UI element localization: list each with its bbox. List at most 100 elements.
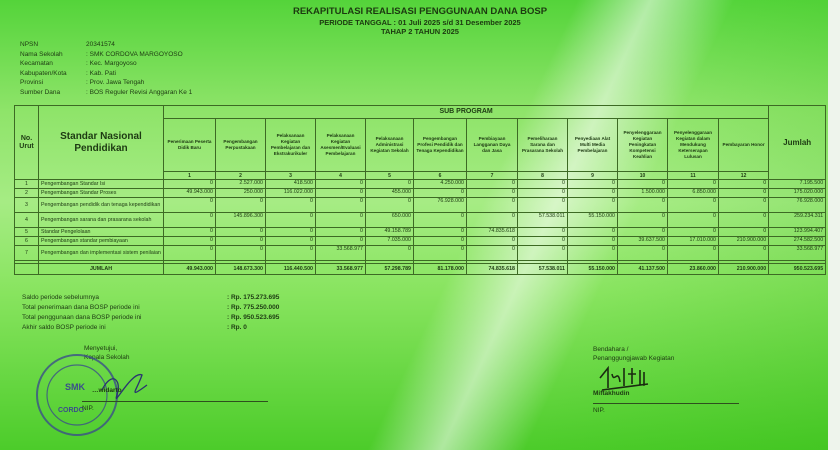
column-number: 4 — [315, 171, 366, 180]
column-group-sub-program: SUB PROGRAM — [162, 105, 770, 119]
cell-value: 17.010.000 — [667, 236, 719, 246]
cell-value: 0 — [717, 179, 770, 189]
row-standard-name: Standar Pengelolaan — [38, 227, 164, 237]
column-total: 57.298.789 — [365, 263, 414, 275]
cell-value: 0 — [163, 197, 216, 213]
svg-text:SMK: SMK — [65, 382, 86, 392]
cell-value: 116.022.000 — [265, 188, 316, 198]
approval-role: Kepala Sekolah — [84, 353, 130, 361]
info-label: Kecamatan — [20, 60, 53, 68]
cell-value: 0 — [667, 197, 719, 213]
cell-value: 0 — [413, 227, 467, 237]
cell-value: 33.568.977 — [315, 245, 366, 261]
summary-label: Saldo periode sebelumnya — [22, 294, 99, 301]
cell-value: 0 — [667, 179, 719, 189]
row-total: 123.994.407 — [768, 227, 827, 237]
info-label: Nama Sekolah — [20, 50, 63, 58]
column-number: 11 — [667, 171, 719, 180]
column-header: Pelaksanaan Administrasi Kegiatan Sekola… — [365, 118, 414, 172]
cell-value: 0 — [315, 179, 366, 189]
column-header: Pengembangan Profesi Pendidik dan Tenaga… — [413, 118, 467, 172]
school-info: NPSN 20341574 Nama Sekolah: SMK CORDOVA M… — [20, 40, 192, 98]
cell-value: 0 — [617, 197, 668, 213]
cell-value: 0 — [215, 197, 266, 213]
cell-value: 0 — [413, 188, 467, 198]
column-number: 3 — [265, 171, 316, 180]
column-number: 9 — [567, 171, 618, 180]
report-title: REKAPITULASI REALISASI PENGGUNAAN DANA B… — [292, 6, 548, 17]
cell-value: 0 — [717, 227, 770, 237]
row-number: 6 — [14, 236, 39, 246]
info-label: Kabupaten/Kota — [20, 69, 67, 77]
row-number: 1 — [14, 179, 39, 189]
column-total: 74.835.618 — [466, 263, 518, 275]
summary-value: : Rp. 775.250.000 — [227, 304, 280, 311]
cell-value: 0 — [365, 197, 414, 213]
row-total: 175.020.000 — [768, 188, 827, 198]
column-total: 41.137.500 — [617, 263, 668, 275]
row-standard-name: Pengembangan sarana dan prasarana sekola… — [38, 212, 164, 228]
cell-value: 0 — [215, 236, 266, 246]
cell-value: 0 — [365, 179, 414, 189]
column-header-jumlah: Jumlah — [768, 105, 827, 180]
table-row: 7 Pengembangan dan implementasi sistem pe… — [14, 245, 827, 261]
column-number: 7 — [466, 171, 518, 180]
info-value: : BOS Reguler Revisi Anggaran Ke 1 — [86, 88, 193, 96]
report-period: PERIODE TANGGAL : 01 Juli 2025 s/d 31 De… — [319, 18, 521, 27]
cell-value: 0 — [517, 197, 568, 213]
treasurer-signature-icon — [599, 365, 649, 391]
cell-value: 0 — [466, 197, 518, 213]
info-label: Provinsi — [20, 79, 44, 87]
cell-value: 0 — [617, 212, 668, 228]
cell-value: 418.500 — [265, 179, 316, 189]
summary-label: Total penggunaan dana BOSP periode ini — [22, 314, 142, 321]
cell-value: 0 — [413, 245, 467, 261]
treasurer-name: Miftakhudin — [593, 390, 630, 397]
cell-value: 0 — [567, 227, 618, 237]
column-total: 148.673.300 — [215, 263, 266, 275]
treasurer-role: Penanggungjawab Kegiatan — [593, 354, 675, 362]
column-total: 49.943.000 — [163, 263, 216, 275]
cell-value: 0 — [413, 212, 467, 228]
cell-value: 0 — [717, 245, 770, 261]
cell-value: 0 — [315, 236, 366, 246]
treasurer-block: Bendahara / Penanggungjawab Kegiatan — [593, 346, 674, 363]
summary-label: Total penerimaan dana BOSP periode ini — [22, 304, 140, 311]
cell-value: 0 — [717, 197, 770, 213]
cell-value: 455.000 — [365, 188, 414, 198]
page-edge — [828, 0, 840, 450]
cell-value: 0 — [163, 227, 216, 237]
column-header: Penyelenggaraan Kegiatan dalam Mendukung… — [667, 118, 719, 172]
column-header-no: No. Urut — [14, 105, 39, 180]
table-row: 1 Pengembangan Standar Isi 0 2.527.000 418.5… — [14, 179, 827, 189]
column-header: Pengembangan Perpustakaan — [215, 118, 266, 172]
cell-value: 0 — [365, 245, 414, 261]
info-label: Sumber Dana — [20, 88, 61, 96]
column-header: Pembayaran Honor — [717, 118, 770, 172]
cell-value: 0 — [315, 212, 366, 228]
row-number: 3 — [14, 197, 39, 213]
cell-value: 0 — [315, 188, 366, 198]
table-row: 5 Standar Pengelolaan 0 0 0 0 49.158.789 0 74.83… — [14, 227, 827, 237]
table-row: 2 Pengembangan Standar Proses 49.943.000 25… — [14, 188, 827, 198]
signature-line — [82, 401, 268, 402]
school-stamp-icon: SMK CORDO — [36, 354, 148, 436]
cell-value: 0 — [466, 188, 518, 198]
table-row: 3 Pengembangan pendidik dan tenaga kepend… — [14, 197, 827, 213]
row-total: 76.928.000 — [768, 197, 827, 213]
column-header: Penerimaan Peserta Didik Baru — [163, 118, 216, 172]
cell-value: 650.000 — [365, 212, 414, 228]
cell-value: 0 — [617, 227, 668, 237]
cell-value: 0 — [466, 245, 518, 261]
table-row: 6 Pengembangan standar pembiayaan 0 0 0 0 7.03… — [14, 236, 827, 246]
cell-value: 0 — [265, 197, 316, 213]
treasurer-nip: NIP. — [593, 407, 605, 414]
cell-value: 0 — [265, 236, 316, 246]
cell-value: 0 — [717, 188, 770, 198]
cell-value: 0 — [667, 245, 719, 261]
cell-value: 0 — [517, 236, 568, 246]
column-total: 23.860.000 — [667, 263, 719, 275]
row-number: 4 — [14, 212, 39, 228]
info-value: : Kec. Margoyoso — [86, 60, 137, 68]
report-stage: TAHAP 2 TAHUN 2025 — [381, 27, 459, 36]
